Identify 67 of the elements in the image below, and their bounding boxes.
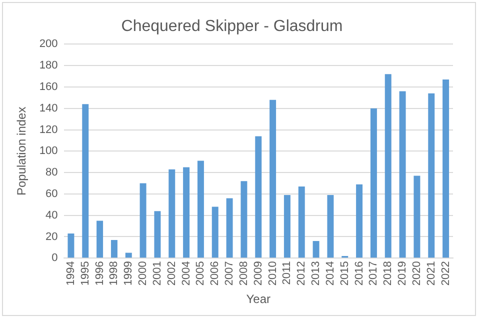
bar <box>284 195 290 258</box>
bar <box>255 136 262 258</box>
x-tick-label: 2001 <box>151 261 164 286</box>
bar <box>125 252 132 258</box>
bar <box>356 184 363 258</box>
bar <box>212 206 218 258</box>
x-tick-label: 2005 <box>194 261 207 286</box>
x-tick-label: 2008 <box>238 261 250 286</box>
x-tick-label: 2012 <box>296 261 308 286</box>
bar <box>384 74 392 258</box>
x-tick-label: 1995 <box>79 261 92 286</box>
x-tick-label: 2007 <box>224 261 236 286</box>
x-tick-label: 2009 <box>252 261 264 286</box>
x-tick-label: 2011 <box>281 261 294 285</box>
x-tick-label: 2014 <box>324 261 336 286</box>
x-tick-label: 2000 <box>137 261 150 286</box>
x-tick-label: 2013 <box>310 261 322 286</box>
y-tick-label: 100 <box>39 145 58 158</box>
y-tick-label: 160 <box>39 81 58 94</box>
y-tick-label: 60 <box>46 188 58 200</box>
y-tick-label: 120 <box>39 124 58 136</box>
x-tick-label: 2018 <box>382 261 394 286</box>
bar <box>140 183 146 258</box>
y-tick-label: 200 <box>39 38 58 50</box>
x-tick-label: 2015 <box>338 261 351 286</box>
y-tick-label: 40 <box>46 209 58 222</box>
y-tick-label: 180 <box>39 60 58 72</box>
bar <box>226 198 233 258</box>
bar <box>442 80 450 258</box>
y-axis-title: Population index <box>14 106 29 196</box>
bar <box>168 169 176 258</box>
chart-title: Chequered Skipper - Glasdrum <box>121 18 343 36</box>
x-tick-label: 1996 <box>94 261 106 286</box>
bar <box>428 93 435 258</box>
bar <box>399 91 406 258</box>
bar <box>327 195 334 258</box>
bar <box>183 167 190 258</box>
bar <box>197 160 204 258</box>
x-tick-label: 1994 <box>64 261 77 286</box>
x-tick-label: 2021 <box>425 261 438 286</box>
x-tick-label: 2006 <box>209 261 222 286</box>
x-axis-title: Year <box>246 292 270 306</box>
bar <box>110 240 118 258</box>
bar <box>154 211 161 258</box>
y-tick-label: 20 <box>46 230 58 243</box>
x-tick-label: 2016 <box>353 261 366 286</box>
x-tick-label: 2019 <box>396 261 409 286</box>
x-tick-label: 2022 <box>440 261 452 286</box>
y-tick-label: 80 <box>46 166 58 179</box>
bar <box>312 241 320 258</box>
bar <box>82 104 89 258</box>
y-tick-label: 140 <box>39 102 58 114</box>
x-tick-label: 2002 <box>166 261 178 286</box>
bar <box>298 186 305 258</box>
x-tick-label: 2004 <box>180 261 192 286</box>
x-tick-label: 2020 <box>410 261 423 286</box>
bar <box>240 181 248 258</box>
bar <box>96 220 104 258</box>
bar <box>414 176 420 258</box>
y-tick-label: 0 <box>52 252 58 264</box>
x-tick-label: 2010 <box>266 261 279 286</box>
x-tick-label: 1999 <box>122 261 135 286</box>
bar <box>68 234 74 258</box>
x-tick-label: 2017 <box>368 261 380 286</box>
bar <box>270 100 276 258</box>
bar <box>370 108 377 258</box>
x-tick-label: 1998 <box>108 261 120 286</box>
